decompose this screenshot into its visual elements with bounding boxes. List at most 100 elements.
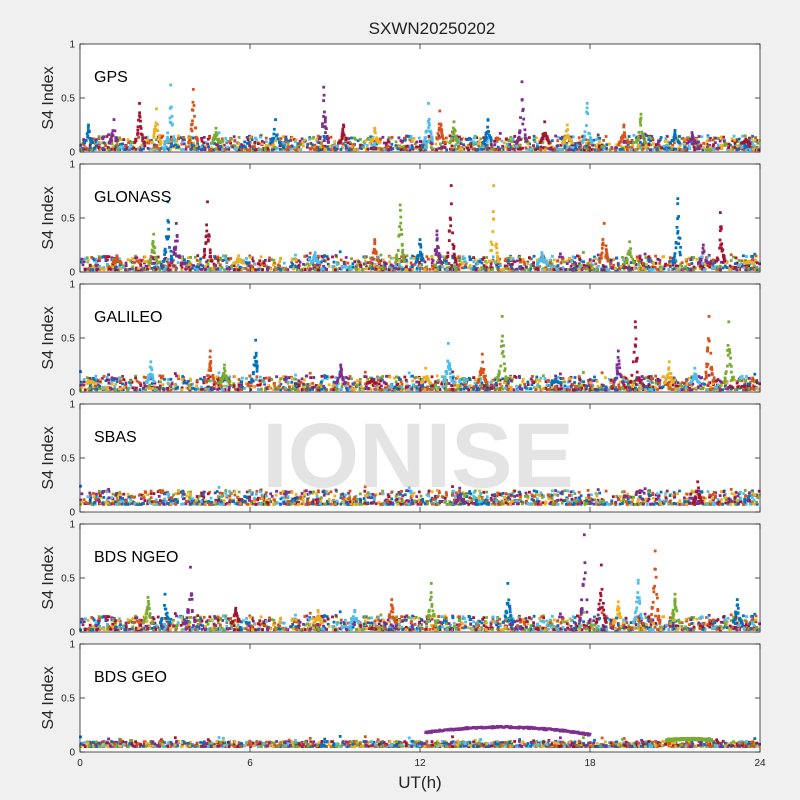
data-point [667, 268, 671, 271]
data-point [574, 143, 577, 147]
data-point [86, 135, 89, 139]
data-point [399, 215, 403, 219]
data-point [494, 376, 498, 380]
data-point [166, 200, 170, 204]
data-point [636, 267, 640, 271]
data-point [443, 146, 447, 149]
data-point [418, 260, 421, 264]
data-point [685, 262, 689, 266]
data-point [318, 137, 322, 140]
data-point [84, 146, 88, 150]
data-point [731, 145, 735, 149]
data-point [503, 259, 507, 262]
data-point [170, 254, 173, 258]
data-point [254, 268, 258, 272]
data-point [356, 263, 359, 267]
data-point [629, 261, 633, 264]
data-point [708, 143, 712, 147]
data-point [566, 128, 569, 131]
data-point [709, 262, 712, 266]
data-point [273, 261, 276, 265]
data-point [593, 148, 597, 152]
data-point [413, 142, 417, 146]
data-point [159, 262, 163, 266]
data-point [507, 265, 511, 268]
data-point [676, 381, 680, 385]
data-point [735, 261, 739, 265]
data-point [195, 380, 199, 384]
data-point [195, 144, 198, 148]
data-point [560, 255, 564, 259]
data-point [528, 146, 532, 149]
data-point [596, 143, 600, 146]
data-point [407, 134, 411, 138]
data-point [126, 258, 130, 261]
data-point [521, 266, 524, 270]
data-point [356, 148, 360, 151]
data-point [586, 262, 590, 265]
data-point [169, 83, 173, 87]
data-point [344, 136, 348, 140]
data-point [552, 258, 556, 262]
data-point [595, 380, 599, 383]
data-point [718, 246, 721, 250]
data-point [207, 233, 211, 237]
data-point [107, 255, 111, 259]
data-point [196, 268, 199, 272]
data-point [684, 383, 687, 387]
data-point [281, 148, 285, 151]
data-point [731, 139, 734, 142]
data-point [366, 261, 370, 265]
data-point [646, 144, 650, 148]
data-point [178, 256, 182, 259]
data-point [547, 141, 551, 145]
data-point [437, 134, 441, 138]
data-point [279, 137, 283, 141]
data-point [693, 139, 697, 143]
data-point [574, 146, 577, 150]
data-point [195, 259, 199, 262]
data-point [448, 216, 452, 220]
data-point [181, 148, 185, 151]
data-point [110, 133, 114, 137]
data-point [294, 148, 297, 151]
data-point [628, 250, 632, 254]
data-point [252, 267, 256, 271]
data-point [81, 263, 85, 267]
data-point [264, 388, 267, 392]
data-point [509, 137, 513, 141]
data-point [639, 142, 643, 146]
data-point [577, 136, 581, 140]
data-point [311, 267, 315, 271]
data-point [662, 267, 666, 271]
data-point [421, 145, 425, 149]
data-point [219, 258, 223, 261]
data-point [686, 385, 690, 388]
data-point [559, 261, 563, 265]
data-point [371, 267, 374, 270]
data-point [319, 382, 323, 385]
data-point [264, 144, 268, 147]
data-point [494, 244, 498, 248]
data-point [448, 265, 452, 269]
data-point [192, 141, 195, 145]
data-point [104, 144, 107, 148]
data-point [697, 375, 701, 378]
data-point [584, 146, 587, 149]
data-point [180, 266, 184, 270]
data-point [585, 264, 588, 268]
data-point [196, 147, 200, 151]
data-point [679, 253, 682, 257]
data-point [434, 253, 438, 256]
data-point [290, 257, 294, 261]
data-point [308, 137, 311, 141]
data-point [137, 267, 140, 270]
data-point [195, 136, 199, 140]
chart-title: SXWN20250202 [369, 19, 496, 38]
data-point [690, 257, 694, 261]
data-point [657, 139, 660, 143]
data-point [652, 142, 655, 146]
data-point [668, 256, 672, 260]
data-point [361, 144, 365, 147]
data-point [708, 388, 712, 391]
